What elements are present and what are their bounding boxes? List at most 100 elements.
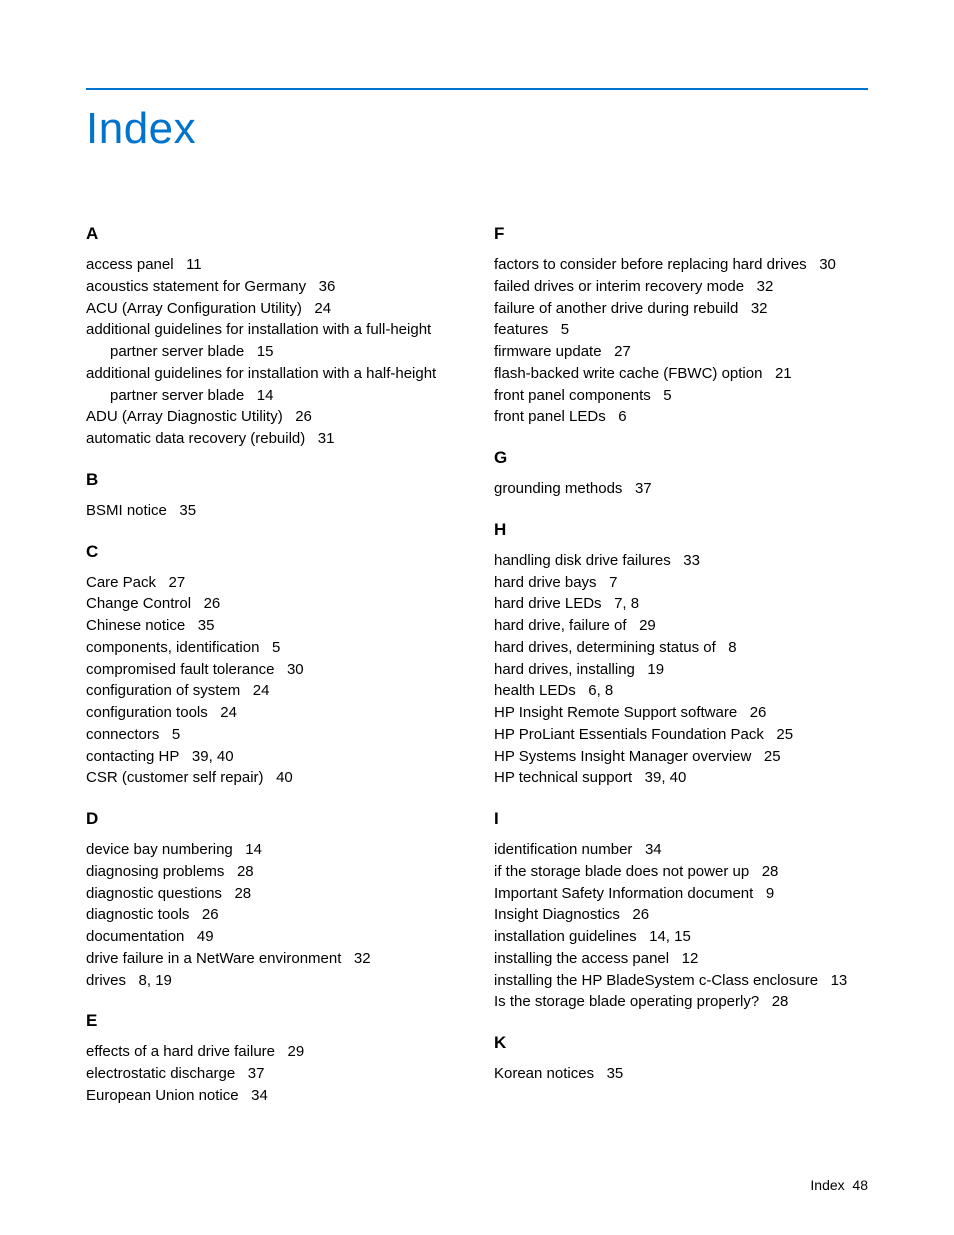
entry-pages: 15 [257,343,274,360]
left-column: Aaccess panel11acoustics statement for G… [86,224,460,1107]
entry-pages: 14 [245,841,262,858]
index-entry: Care Pack27 [86,572,460,594]
entry-term: HP technical support [494,769,645,786]
entry-pages: 35 [179,502,196,519]
index-entry: automatic data recovery (rebuild)31 [86,428,460,450]
entry-pages: 25 [764,748,781,765]
index-entry: identification number34 [494,839,868,861]
entries-list: identification number34if the storage bl… [494,839,868,1013]
section-letter: C [86,542,460,562]
entry-pages: 24 [314,300,331,317]
entry-term: handling disk drive failures [494,552,683,569]
section-letter: K [494,1033,868,1053]
entry-pages: 14 [257,387,274,404]
entry-term: Insight Diagnostics [494,906,632,923]
index-entry: if the storage blade does not power up28 [494,861,868,883]
section-letter: E [86,1011,460,1031]
entry-pages: 7, 8 [614,595,639,612]
entry-term: Chinese notice [86,617,198,634]
entry-pages: 9 [766,885,774,902]
index-entry: Change Control26 [86,593,460,615]
entry-pages: 7 [609,574,617,591]
entries-list: factors to consider before replacing har… [494,254,868,428]
entries-list: grounding methods37 [494,478,868,500]
index-entry: failure of another drive during rebuild3… [494,298,868,320]
index-entry: compromised fault tolerance30 [86,659,460,681]
index-section: B BSMI notice35 [86,470,460,522]
entry-pages: 39, 40 [192,748,234,765]
section-letter: I [494,809,868,829]
entry-pages: 8 [728,639,736,656]
entry-pages: 5 [663,387,671,404]
footer-page-number: 48 [852,1177,868,1193]
entry-term: configuration tools [86,704,220,721]
entry-term: documentation [86,928,197,945]
index-entry: installing the access panel12 [494,948,868,970]
right-column: Ffactors to consider before replacing ha… [494,224,868,1107]
entry-pages: 24 [253,682,270,699]
index-section: Aaccess panel11acoustics statement for G… [86,224,460,450]
section-letter: B [86,470,460,490]
index-entry: Korean notices35 [494,1063,868,1085]
entry-term: hard drives, determining status of [494,639,728,656]
entry-pages: 19 [647,661,664,678]
index-entry: HP Insight Remote Support software26 [494,702,868,724]
entry-term: identification number [494,841,645,858]
index-entry: handling disk drive failures33 [494,550,868,572]
entry-term: Change Control [86,595,204,612]
entry-term: Korean notices [494,1065,607,1082]
index-entry: CSR (customer self repair)40 [86,767,460,789]
entry-pages: 27 [614,343,631,360]
index-entry: BSMI notice35 [86,500,460,522]
entry-term: compromised fault tolerance [86,661,287,678]
index-entry: installing the HP BladeSystem c-Class en… [494,970,868,992]
index-entry: installation guidelines14, 15 [494,926,868,948]
entry-term: access panel [86,256,186,273]
entry-pages: 14, 15 [649,928,691,945]
entry-term: features [494,321,561,338]
entry-term: connectors [86,726,172,743]
index-entry: HP technical support39, 40 [494,767,868,789]
top-rule [86,88,868,90]
entry-pages: 25 [776,726,793,743]
entry-pages: 36 [319,278,336,295]
page: Index Aaccess panel11acoustics statement… [0,0,954,1235]
entries-list: device bay numbering14diagnosing problem… [86,839,460,991]
entry-pages: 28 [237,863,254,880]
index-entry: drive failure in a NetWare environment32 [86,948,460,970]
entry-term: hard drive, failure of [494,617,639,634]
index-entry: acoustics statement for Germany36 [86,276,460,298]
index-entry: Is the storage blade operating properly?… [494,991,868,1013]
entry-pages: 11 [186,256,202,273]
index-entry: hard drive bays7 [494,572,868,594]
entry-pages: 26 [202,906,219,923]
section-letter: G [494,448,868,468]
entry-pages: 37 [248,1065,265,1082]
index-entry: European Union notice34 [86,1085,460,1107]
entry-pages: 39, 40 [645,769,687,786]
entry-pages: 30 [287,661,304,678]
index-section: Ffactors to consider before replacing ha… [494,224,868,428]
entry-term: drives [86,972,139,989]
entry-term: CSR (customer self repair) [86,769,276,786]
index-entry: connectors5 [86,724,460,746]
entry-term: HP Insight Remote Support software [494,704,750,721]
entry-pages: 26 [295,408,312,425]
entry-term: Care Pack [86,574,169,591]
entry-pages: 6, 8 [588,682,613,699]
entry-term: failed drives or interim recovery mode [494,278,757,295]
index-entry: firmware update27 [494,341,868,363]
entry-pages: 49 [197,928,214,945]
section-letter: H [494,520,868,540]
entry-pages: 34 [645,841,662,858]
index-columns: Aaccess panel11acoustics statement for G… [86,224,868,1107]
index-entry: ADU (Array Diagnostic Utility)26 [86,406,460,428]
index-entry: access panel11 [86,254,460,276]
entry-term: flash-backed write cache (FBWC) option [494,365,775,382]
index-entry: configuration tools24 [86,702,460,724]
entry-term: European Union notice [86,1087,251,1104]
entry-term: firmware update [494,343,614,360]
entry-term: installing the HP BladeSystem c-Class en… [494,972,831,989]
index-section: Iidentification number34if the storage b… [494,809,868,1013]
entry-pages: 26 [750,704,767,721]
